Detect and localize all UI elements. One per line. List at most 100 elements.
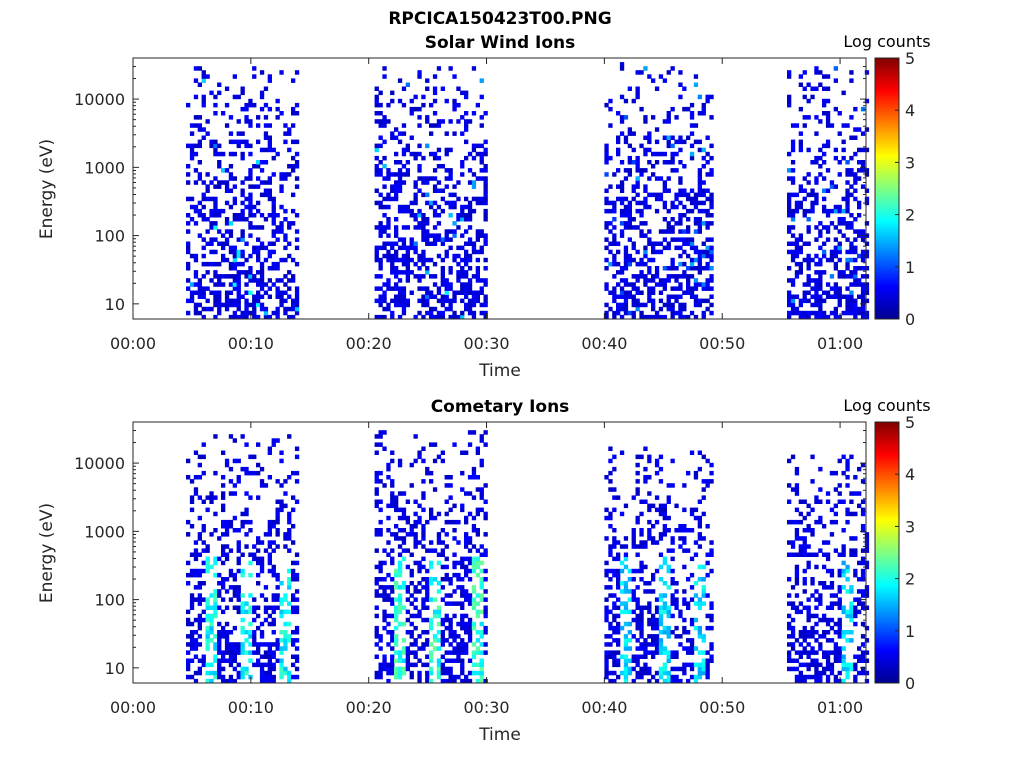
spectrogram-cell: [452, 298, 457, 304]
spectrogram-cell: [448, 147, 453, 153]
spectrogram-cell: [705, 662, 710, 668]
spectrogram-cell: [841, 634, 846, 639]
spectrogram-cell: [440, 638, 445, 643]
spectrogram-cell: [436, 454, 442, 460]
x-tick-label: 01:00: [817, 334, 863, 353]
spectrogram-cell: [709, 462, 714, 468]
spectrogram-cell: [401, 650, 407, 655]
spectrogram-cell: [623, 666, 629, 672]
spectrogram-cell: [790, 176, 796, 181]
spectrogram-cell: [205, 306, 210, 312]
spectrogram-cell: [693, 581, 699, 586]
spectrogram-cell: [421, 213, 426, 218]
spectrogram-cell: [670, 654, 675, 659]
spectrogram-cell: [631, 609, 636, 615]
spectrogram-cell: [460, 290, 465, 295]
spectrogram-cell: [432, 548, 438, 553]
spectrogram-cell: [705, 524, 710, 529]
spectrogram-cell: [460, 662, 465, 668]
spectrogram-cell: [825, 585, 831, 590]
spectrogram-cell: [693, 139, 699, 145]
spectrogram-cell: [802, 70, 807, 75]
spectrogram-cell: [849, 135, 854, 140]
spectrogram-cell: [794, 208, 800, 214]
spectrogram-cell: [810, 454, 815, 460]
spectrogram-cell: [401, 286, 407, 291]
spectrogram-cell: [787, 601, 792, 606]
spectrogram-cell: [425, 548, 430, 553]
spectrogram-cell: [464, 589, 469, 594]
spectrogram-cell: [275, 585, 280, 590]
spectrogram-cell: [201, 261, 206, 267]
spectrogram-cell: [252, 306, 257, 312]
spectrogram-cell: [829, 470, 835, 476]
spectrogram-cell: [378, 314, 383, 320]
spectrogram-cell: [623, 564, 629, 570]
spectrogram-cell: [631, 294, 636, 299]
spectrogram-cell: [647, 257, 652, 263]
spectrogram-cell: [678, 310, 683, 316]
spectrogram-cell: [460, 487, 465, 492]
spectrogram-cell: [475, 298, 480, 304]
spectrogram-cell: [209, 662, 214, 668]
spectrogram-cell: [709, 479, 714, 484]
spectrogram-cell: [201, 609, 206, 615]
spectrogram-cell: [833, 642, 838, 647]
spectrogram-cell: [224, 184, 230, 189]
spectrogram-cell: [240, 601, 245, 606]
spectrogram-cell: [802, 86, 807, 91]
spectrogram-cell: [186, 650, 191, 655]
spectrogram-cell: [291, 306, 296, 312]
spectrogram-cell: [186, 666, 191, 672]
spectrogram-cell: [829, 123, 835, 128]
spectrogram-cell: [647, 491, 652, 496]
spectrogram-cell: [849, 536, 854, 541]
spectrogram-cell: [444, 483, 449, 488]
spectrogram-cell: [467, 536, 473, 541]
spectrogram-cell: [647, 536, 652, 541]
spectrogram-cell: [432, 74, 438, 79]
spectrogram-cell: [409, 111, 414, 116]
spectrogram-cell: [802, 314, 807, 320]
spectrogram-cell: [444, 233, 449, 238]
spectrogram-cell: [436, 605, 442, 610]
spectrogram-cell: [475, 446, 480, 451]
spectrogram-cell: [448, 601, 453, 606]
spectrogram-cell: [256, 536, 261, 541]
spectrogram-cell: [794, 568, 800, 574]
spectrogram-cell: [810, 286, 815, 291]
spectrogram-cell: [197, 176, 202, 181]
spectrogram-cell: [697, 536, 702, 541]
spectrogram-cell: [853, 172, 858, 177]
spectrogram-cell: [814, 670, 819, 676]
spectrogram-cell: [627, 597, 632, 602]
spectrogram-cell: [709, 213, 714, 218]
spectrogram-cell: [604, 200, 609, 206]
spectrogram-cell: [405, 662, 410, 668]
spectrogram-cell: [267, 249, 272, 255]
spectrogram-cell: [421, 274, 426, 279]
spectrogram-cell: [825, 290, 831, 295]
spectrogram-cell: [252, 470, 257, 476]
spectrogram-cell: [401, 172, 407, 177]
spectrogram-cells: [186, 62, 870, 320]
spectrogram-cell: [386, 670, 391, 676]
spectrogram-cell: [436, 658, 442, 663]
spectrogram-cell: [205, 662, 210, 668]
spectrogram-cell: [394, 674, 399, 680]
spectrogram-cell: [197, 536, 202, 541]
spectrogram-cell: [837, 286, 842, 291]
spectrogram-cell: [787, 650, 792, 655]
spectrogram-cell: [837, 245, 842, 251]
spectrogram-cell: [236, 585, 241, 590]
spectrogram-cell: [608, 458, 613, 464]
spectrogram-cell: [228, 597, 234, 602]
spectrogram-cell: [806, 564, 811, 570]
spectrogram-cell: [197, 625, 202, 631]
spectrogram-cell: [647, 290, 652, 295]
spectrogram-cell: [378, 225, 383, 230]
spectrogram-cell: [810, 257, 815, 263]
spectrogram-cell: [382, 314, 387, 320]
spectrogram-cell: [201, 314, 206, 320]
spectrogram-cell: [864, 605, 870, 610]
